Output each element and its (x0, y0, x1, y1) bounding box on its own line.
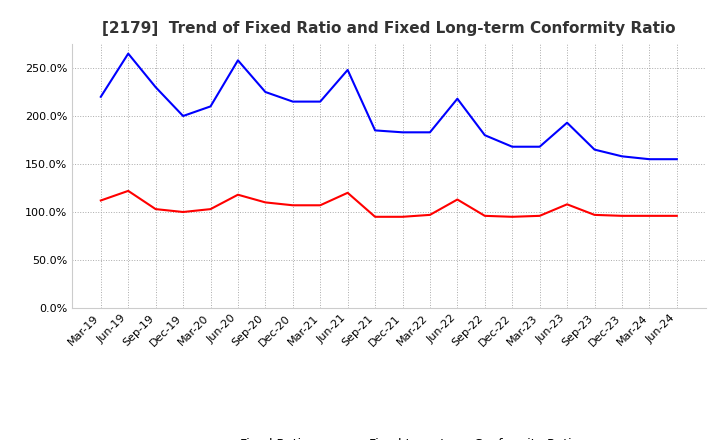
Fixed Long-term Conformity Ratio (371, 214, 379, 220)
Fixed Ratio (590, 147, 599, 152)
Fixed Ratio (96, 94, 105, 99)
Fixed Long-term Conformity Ratio (536, 213, 544, 219)
Fixed Ratio (289, 99, 297, 104)
Fixed Long-term Conformity Ratio (426, 212, 434, 217)
Fixed Long-term Conformity Ratio (289, 203, 297, 208)
Line: Fixed Long-term Conformity Ratio: Fixed Long-term Conformity Ratio (101, 191, 677, 217)
Fixed Long-term Conformity Ratio (590, 212, 599, 217)
Line: Fixed Ratio: Fixed Ratio (101, 54, 677, 159)
Fixed Ratio (233, 58, 242, 63)
Fixed Long-term Conformity Ratio (508, 214, 516, 220)
Fixed Long-term Conformity Ratio (96, 198, 105, 203)
Fixed Ratio (343, 67, 352, 73)
Fixed Long-term Conformity Ratio (453, 197, 462, 202)
Fixed Long-term Conformity Ratio (343, 190, 352, 195)
Fixed Ratio (618, 154, 626, 159)
Fixed Ratio (179, 114, 187, 119)
Title: [2179]  Trend of Fixed Ratio and Fixed Long-term Conformity Ratio: [2179] Trend of Fixed Ratio and Fixed Lo… (102, 21, 675, 36)
Fixed Long-term Conformity Ratio (480, 213, 489, 219)
Fixed Long-term Conformity Ratio (316, 203, 325, 208)
Fixed Long-term Conformity Ratio (672, 213, 681, 219)
Fixed Long-term Conformity Ratio (124, 188, 132, 194)
Fixed Ratio (672, 157, 681, 162)
Fixed Ratio (426, 130, 434, 135)
Fixed Ratio (645, 157, 654, 162)
Legend: Fixed Ratio, Fixed Long-term Conformity Ratio: Fixed Ratio, Fixed Long-term Conformity … (194, 433, 584, 440)
Fixed Long-term Conformity Ratio (645, 213, 654, 219)
Fixed Ratio (371, 128, 379, 133)
Fixed Ratio (536, 144, 544, 149)
Fixed Ratio (453, 96, 462, 101)
Fixed Long-term Conformity Ratio (261, 200, 270, 205)
Fixed Ratio (398, 130, 407, 135)
Fixed Long-term Conformity Ratio (618, 213, 626, 219)
Fixed Long-term Conformity Ratio (206, 206, 215, 212)
Fixed Long-term Conformity Ratio (563, 202, 572, 207)
Fixed Ratio (151, 84, 160, 90)
Fixed Ratio (316, 99, 325, 104)
Fixed Ratio (508, 144, 516, 149)
Fixed Long-term Conformity Ratio (151, 206, 160, 212)
Fixed Ratio (124, 51, 132, 56)
Fixed Ratio (206, 104, 215, 109)
Fixed Long-term Conformity Ratio (398, 214, 407, 220)
Fixed Ratio (563, 120, 572, 125)
Fixed Long-term Conformity Ratio (233, 192, 242, 198)
Fixed Long-term Conformity Ratio (179, 209, 187, 215)
Fixed Ratio (480, 132, 489, 138)
Fixed Ratio (261, 89, 270, 95)
